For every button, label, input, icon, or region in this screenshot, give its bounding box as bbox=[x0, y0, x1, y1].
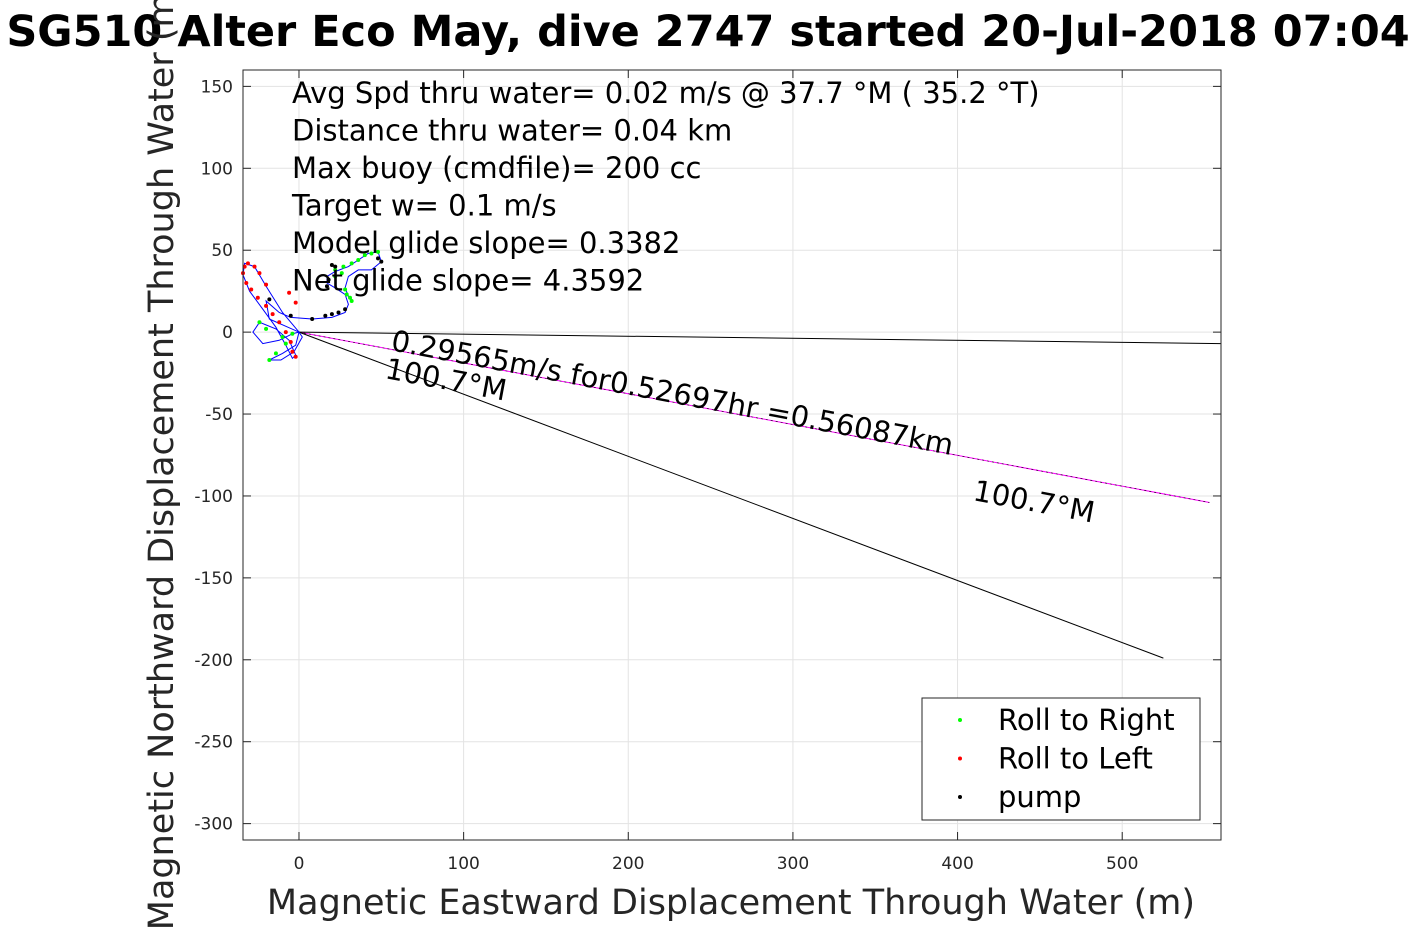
roll-right-point bbox=[290, 331, 295, 336]
legend-pump-label: pump bbox=[998, 780, 1081, 814]
x-tick-label: 100 bbox=[447, 854, 479, 874]
roll-right-point bbox=[349, 299, 354, 303]
pump-point bbox=[323, 313, 328, 318]
y-tick-label: -250 bbox=[194, 733, 233, 753]
mean-line-overlay bbox=[298, 331, 1210, 503]
roll-right-point bbox=[339, 271, 344, 276]
pump-point bbox=[310, 317, 315, 322]
roll-left-point bbox=[290, 349, 295, 354]
y-tick-label: -50 bbox=[205, 405, 233, 425]
tick-layer: 0 100 200 300 400 500150100500-50-100-150-200… bbox=[194, 70, 1221, 874]
y-tick-label: 100 bbox=[201, 159, 233, 179]
y-tick-label: -100 bbox=[194, 487, 233, 507]
x-tick-label: 500 bbox=[1106, 854, 1138, 874]
x-tick-label: 300 bbox=[777, 854, 809, 874]
y-tick-label: 50 bbox=[211, 241, 233, 261]
pump-point bbox=[324, 284, 329, 289]
roll-right-point bbox=[280, 335, 285, 340]
roll-right-point bbox=[264, 326, 269, 331]
pump-point bbox=[376, 256, 381, 261]
roll-right-point bbox=[369, 251, 374, 256]
roll-right-point bbox=[362, 253, 367, 258]
info-line: Net glide slope= 4.3592 bbox=[292, 264, 644, 298]
x-tick-label: 0 bbox=[294, 854, 305, 874]
pump-point bbox=[267, 297, 272, 302]
roll-left-point bbox=[293, 354, 298, 359]
roll-left-point bbox=[270, 312, 275, 317]
roll-left-point bbox=[293, 300, 298, 305]
y-tick-label: -200 bbox=[194, 651, 233, 671]
roll-left-point bbox=[264, 282, 269, 287]
x-axis-label: Magnetic Eastward Displacement Through W… bbox=[267, 883, 1195, 923]
x-tick-label: 200 bbox=[612, 854, 644, 874]
bound-lower-line bbox=[298, 331, 1164, 659]
roll-right-point bbox=[283, 341, 288, 346]
roll-left-point bbox=[277, 320, 282, 325]
roll-right-point bbox=[341, 264, 346, 269]
pump-point bbox=[326, 277, 331, 282]
roll-left-point bbox=[283, 330, 288, 335]
roll-right-point bbox=[356, 258, 361, 263]
roll-left-point bbox=[249, 287, 254, 292]
legend-pump-marker bbox=[958, 795, 962, 799]
heading-annotation-far: 100.7°M bbox=[971, 473, 1098, 529]
roll-left-point bbox=[264, 303, 269, 308]
y-tick-label: 0 bbox=[222, 323, 233, 343]
y-tick-label: 150 bbox=[201, 77, 233, 97]
roll-left-point bbox=[288, 339, 293, 344]
info-line: Distance thru water= 0.04 km bbox=[292, 114, 732, 148]
chart-title: SG510 Alter Eco May, dive 2747 started 2… bbox=[6, 7, 1409, 57]
roll-right-point bbox=[273, 351, 278, 356]
legend-roll-right-marker bbox=[958, 718, 962, 722]
pump-point bbox=[329, 312, 334, 317]
bound-upper-line bbox=[298, 331, 1222, 345]
legend-roll-left-marker bbox=[958, 756, 962, 761]
y-axis-label: Magnetic Northward Displacement Through … bbox=[142, 0, 182, 930]
pump-point bbox=[336, 310, 341, 315]
roll-right-point bbox=[348, 295, 353, 300]
plot-frame bbox=[242, 69, 1222, 841]
roll-left-point bbox=[242, 264, 247, 269]
pump-point bbox=[329, 262, 334, 267]
info-line: Max buoy (cmdfile)= 200 cc bbox=[292, 151, 701, 185]
roll-left-point bbox=[257, 271, 262, 276]
y-tick-label: -150 bbox=[194, 569, 233, 589]
pump-point bbox=[379, 259, 384, 264]
roll-right-point bbox=[349, 261, 354, 266]
roll-right-point bbox=[333, 267, 338, 272]
roll-right-point bbox=[333, 274, 338, 279]
roll-left-point bbox=[255, 295, 260, 300]
info-line: Avg Spd thru water= 0.02 m/s @ 37.7 °M (… bbox=[292, 76, 1040, 110]
pump-point bbox=[343, 307, 348, 312]
pump-point bbox=[333, 264, 338, 269]
roll-right-point bbox=[267, 357, 272, 362]
info-line: Target w= 0.1 m/s bbox=[291, 189, 557, 223]
legend-roll-left-label: Roll to Left bbox=[998, 742, 1153, 776]
legend-roll-right-label: Roll to Right bbox=[998, 703, 1175, 737]
roll-right-point bbox=[376, 249, 381, 254]
roll-left-point bbox=[244, 280, 249, 285]
roll-left-point bbox=[252, 264, 257, 269]
roll-right-point bbox=[257, 320, 262, 325]
info-line: Model glide slope= 0.3382 bbox=[292, 226, 680, 260]
roll-left-point bbox=[245, 261, 250, 266]
x-tick-label: 400 bbox=[941, 854, 973, 874]
legend-box bbox=[921, 697, 1201, 821]
roll-right-point bbox=[343, 287, 348, 292]
data-layer bbox=[241, 249, 1222, 659]
pump-point bbox=[288, 313, 293, 318]
info-text-block: Avg Spd thru water= 0.02 m/s @ 37.7 °M (… bbox=[291, 76, 1040, 298]
roll-right-point bbox=[344, 292, 349, 297]
roll-left-point bbox=[287, 290, 292, 295]
y-tick-label: -300 bbox=[194, 815, 233, 835]
legend: Roll to Right Roll to Left pump bbox=[921, 697, 1201, 821]
